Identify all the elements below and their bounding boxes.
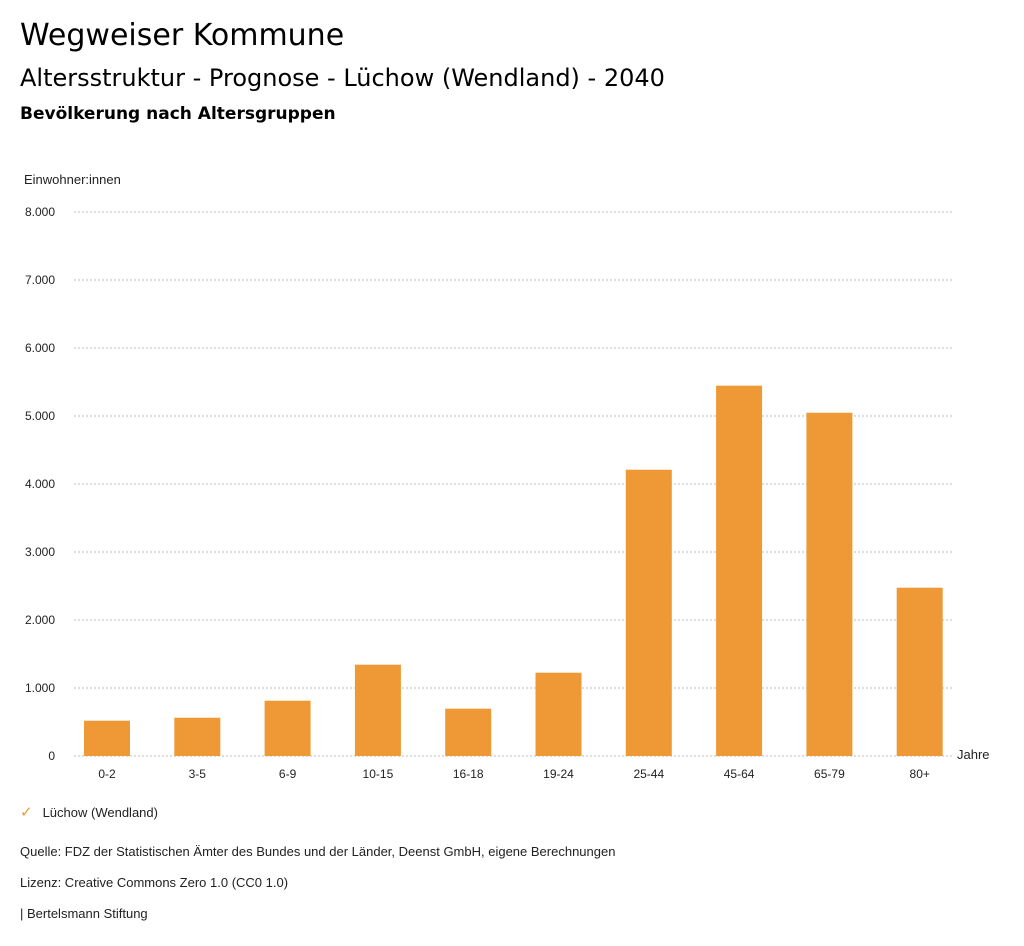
- bar-80+: [896, 587, 943, 756]
- x-tick-label: 10-15: [363, 767, 394, 781]
- bar-0-2: [84, 720, 130, 756]
- y-tick-label: 5.000: [25, 409, 55, 423]
- bar-65-79: [806, 412, 853, 756]
- bar-19-24: [535, 672, 582, 756]
- bar-chart: Einwohner:innen 0 1.000 2.000 3.000 4.000 5.00…: [24, 172, 990, 781]
- bar-25-44: [625, 469, 672, 756]
- chart-title: Altersstruktur - Prognose - Lüchow (Wend…: [20, 64, 665, 92]
- y-tick-label: 7.000: [25, 273, 55, 287]
- y-axis-label: Einwohner:innen: [24, 172, 121, 187]
- x-axis-label: Jahre: [957, 747, 990, 762]
- legend-label: Lüchow (Wendland): [42, 804, 158, 820]
- x-tick-label: 16-18: [453, 767, 484, 781]
- source-text: Quelle: FDZ der Statistischen Ämter des …: [20, 844, 616, 859]
- x-tick-label: 6-9: [279, 767, 297, 781]
- x-tick-label: 3-5: [189, 767, 207, 781]
- y-tick-label: 4.000: [25, 477, 55, 491]
- y-tick-label: 1.000: [25, 681, 55, 695]
- x-tick-label: 80+: [910, 767, 930, 781]
- bar-45-64: [716, 385, 763, 756]
- chart-subtitle: Bevölkerung nach Altersgruppen: [20, 104, 336, 124]
- y-tick-label: 8.000: [25, 205, 55, 219]
- license-text: Lizenz: Creative Commons Zero 1.0 (CC0 1…: [20, 875, 289, 890]
- bar-6-9: [264, 700, 311, 756]
- app-title: Wegweiser Kommune: [20, 18, 345, 53]
- checkmark-icon: ✓: [20, 804, 33, 821]
- bar-3-5: [174, 717, 221, 756]
- bar-16-18: [445, 708, 492, 756]
- y-tick-label: 2.000: [25, 613, 55, 627]
- y-tick-label: 0: [48, 749, 55, 763]
- y-tick-label: 6.000: [25, 341, 55, 355]
- x-tick-label: 0-2: [98, 767, 116, 781]
- bar-10-15: [354, 664, 401, 756]
- x-tick-label: 45-64: [724, 767, 755, 781]
- legend-item[interactable]: ✓ Lüchow (Wendland): [20, 803, 158, 821]
- brand-text: | Bertelsmann Stiftung: [20, 906, 148, 921]
- x-tick-label: 19-24: [543, 767, 574, 781]
- x-tick-label: 65-79: [814, 767, 845, 781]
- y-tick-label: 3.000: [25, 545, 55, 559]
- x-tick-label: 25-44: [633, 767, 664, 781]
